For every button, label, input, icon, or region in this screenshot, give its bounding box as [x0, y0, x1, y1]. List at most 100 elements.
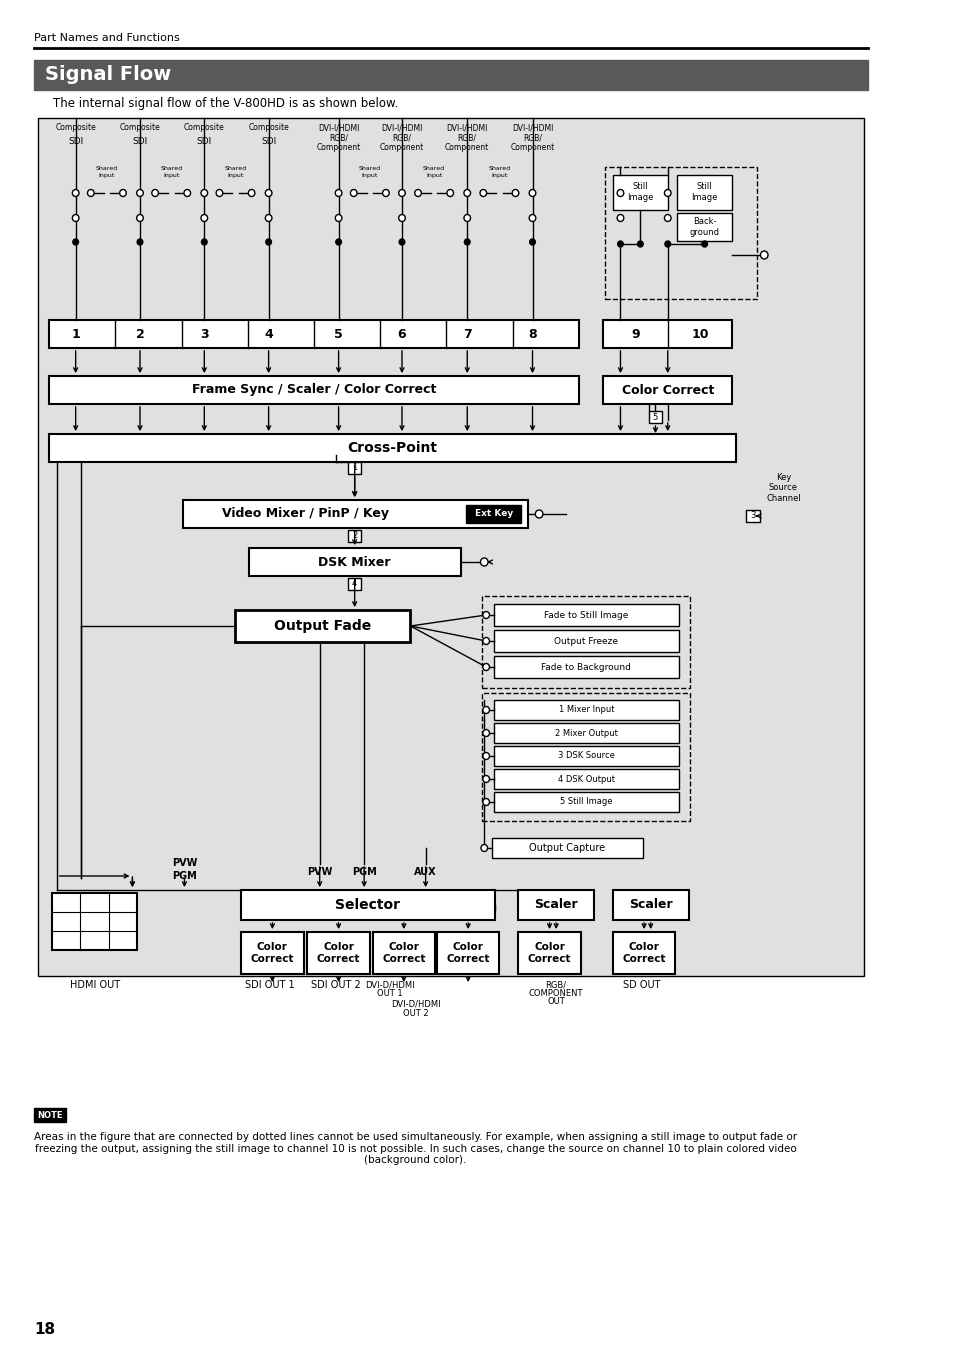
- Text: 5: 5: [334, 327, 343, 340]
- Circle shape: [201, 239, 207, 245]
- Text: RGB/: RGB/: [457, 134, 476, 142]
- Bar: [52, 893, 137, 950]
- Text: Still
Image: Still Image: [626, 182, 653, 201]
- Text: 10: 10: [690, 327, 708, 340]
- Circle shape: [152, 189, 158, 196]
- Text: Component: Component: [316, 142, 360, 151]
- Text: DVI-I/HDMI: DVI-I/HDMI: [317, 123, 359, 132]
- Circle shape: [382, 189, 389, 196]
- Circle shape: [463, 215, 470, 222]
- Text: Color
Correct: Color Correct: [251, 942, 294, 963]
- Circle shape: [617, 240, 622, 247]
- Bar: [241, 890, 495, 920]
- Text: AUX: AUX: [414, 867, 436, 877]
- Text: Shared: Shared: [358, 166, 380, 170]
- Circle shape: [398, 215, 405, 222]
- Circle shape: [136, 189, 143, 196]
- Text: COMPONENT: COMPONENT: [528, 989, 583, 997]
- Text: Component: Component: [379, 142, 424, 151]
- Text: PGM: PGM: [172, 871, 196, 881]
- Text: Selector: Selector: [335, 898, 400, 912]
- Bar: [494, 657, 679, 678]
- Circle shape: [663, 189, 670, 196]
- Text: 4: 4: [352, 580, 357, 589]
- Bar: [677, 176, 731, 209]
- Bar: [494, 723, 679, 743]
- Text: Composite: Composite: [55, 123, 96, 132]
- Circle shape: [265, 215, 272, 222]
- Bar: [492, 838, 642, 858]
- Text: Component: Component: [445, 142, 489, 151]
- Bar: [38, 118, 863, 975]
- Text: Output Freeze: Output Freeze: [554, 636, 618, 646]
- Bar: [677, 213, 731, 240]
- Circle shape: [72, 189, 79, 196]
- Circle shape: [512, 189, 518, 196]
- Circle shape: [72, 215, 79, 222]
- Text: 1: 1: [71, 327, 80, 340]
- Text: Color
Correct: Color Correct: [527, 942, 571, 963]
- Circle shape: [136, 215, 143, 222]
- Text: Input: Input: [361, 173, 377, 178]
- Text: DVI-D/HDMI: DVI-D/HDMI: [364, 981, 414, 989]
- Circle shape: [482, 753, 489, 759]
- Text: Shared: Shared: [95, 166, 118, 170]
- Text: Fade to Still Image: Fade to Still Image: [543, 611, 628, 620]
- Text: RGB/: RGB/: [522, 134, 541, 142]
- Text: Video Mixer / PinP / Key: Video Mixer / PinP / Key: [222, 508, 389, 520]
- Text: Output Fade: Output Fade: [274, 619, 371, 634]
- Text: 2 Mixer Output: 2 Mixer Output: [555, 728, 618, 738]
- Text: RGB/: RGB/: [329, 134, 348, 142]
- Bar: [482, 596, 690, 688]
- Circle shape: [88, 189, 94, 196]
- Circle shape: [119, 189, 126, 196]
- Circle shape: [664, 240, 670, 247]
- Circle shape: [617, 215, 623, 222]
- Text: 5 Still Image: 5 Still Image: [559, 797, 612, 807]
- Circle shape: [137, 239, 143, 245]
- Text: Key
Source
Channel: Key Source Channel: [765, 473, 800, 503]
- Text: Signal Flow: Signal Flow: [46, 65, 172, 85]
- Circle shape: [529, 239, 535, 245]
- Text: Still
Image: Still Image: [691, 182, 717, 201]
- Text: Scaler: Scaler: [628, 898, 672, 912]
- Circle shape: [482, 663, 489, 670]
- Text: DVI-D/HDMI: DVI-D/HDMI: [391, 1000, 440, 1008]
- Circle shape: [480, 558, 488, 566]
- Text: Composite: Composite: [248, 123, 289, 132]
- Circle shape: [463, 189, 470, 196]
- Text: 2: 2: [352, 531, 357, 540]
- Bar: [494, 700, 679, 720]
- Bar: [50, 320, 578, 349]
- Bar: [182, 500, 527, 528]
- Text: SDI: SDI: [261, 136, 276, 146]
- Text: Component: Component: [510, 142, 554, 151]
- Bar: [494, 746, 679, 766]
- Text: 8: 8: [528, 327, 537, 340]
- Circle shape: [248, 189, 254, 196]
- Text: PGM: PGM: [352, 867, 376, 877]
- Circle shape: [482, 798, 489, 805]
- Text: Input: Input: [227, 173, 243, 178]
- Text: Color Correct: Color Correct: [621, 384, 713, 396]
- Circle shape: [415, 189, 421, 196]
- Circle shape: [617, 189, 623, 196]
- Circle shape: [482, 775, 489, 782]
- Text: Shared: Shared: [422, 166, 445, 170]
- Text: Color
Correct: Color Correct: [621, 942, 665, 963]
- Text: 7: 7: [462, 327, 471, 340]
- Bar: [745, 509, 759, 521]
- Text: Shared: Shared: [488, 166, 510, 170]
- Text: RGB/: RGB/: [545, 981, 566, 989]
- Text: Ext Key: Ext Key: [474, 509, 513, 519]
- Bar: [34, 59, 867, 91]
- Text: Composite: Composite: [184, 123, 225, 132]
- Text: 1 Mixer Input: 1 Mixer Input: [558, 705, 614, 715]
- Text: The internal signal flow of the V-800HD is as shown below.: The internal signal flow of the V-800HD …: [53, 97, 397, 111]
- Circle shape: [529, 215, 536, 222]
- Circle shape: [184, 189, 191, 196]
- Text: 3: 3: [749, 512, 755, 520]
- Bar: [517, 890, 594, 920]
- Circle shape: [446, 189, 453, 196]
- Bar: [494, 792, 679, 812]
